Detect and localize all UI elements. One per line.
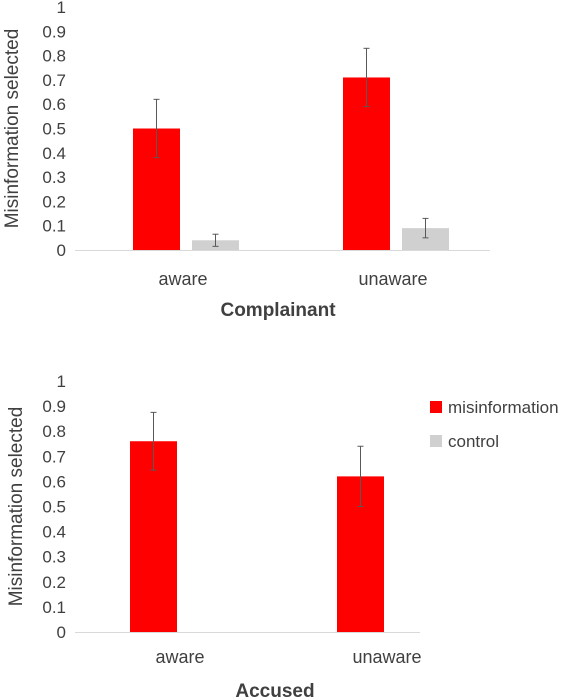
y-tick-label: 0.9 [42, 22, 66, 41]
y-tick-label: 0.3 [42, 168, 66, 187]
y-tick-label: 0.5 [42, 120, 66, 139]
y-tick-label: 0.3 [42, 548, 66, 567]
y-tick-label: 0.8 [42, 47, 66, 66]
x-tick-label-unaware: unaware [358, 269, 427, 289]
bar-control-unaware [402, 228, 449, 250]
legend-label-misinformation: misinformation [448, 398, 559, 417]
y-tick-label: 0.7 [42, 447, 66, 466]
y-tick-label: 0.2 [42, 573, 66, 592]
bar-misinformation-aware [130, 441, 177, 632]
x-tick-label-aware: aware [155, 647, 204, 667]
legend-swatch-misinformation [430, 401, 442, 413]
x-axis-title: Complainant [220, 300, 336, 321]
y-tick-label: 0.1 [42, 598, 66, 617]
y-tick-label: 0.6 [42, 472, 66, 491]
y-tick-label: 0.5 [42, 498, 66, 517]
y-tick-label: 0 [57, 623, 66, 642]
y-tick-label: 0.4 [42, 144, 66, 163]
y-tick-label: 0.1 [42, 217, 66, 236]
x-tick-label-aware: aware [158, 269, 207, 289]
y-tick-label: 0.6 [42, 95, 66, 114]
y-tick-label: 0.8 [42, 422, 66, 441]
chart-complainant: 0 0.1 0.2 0.3 0.4 0.5 0.6 0.7 0.8 0.9 1 aware unawar… [2, 0, 490, 321]
y-tick-label: 0.2 [42, 192, 66, 211]
y-axis-title: Misinformation selected [2, 29, 23, 229]
x-axis-title: Accused [235, 681, 314, 700]
legend-swatch-control [430, 435, 442, 447]
legend-label-control: control [448, 432, 499, 451]
y-axis-title: Misinformation selected [6, 407, 27, 607]
x-tick-label-unaware: unaware [352, 647, 421, 667]
legend: misinformation control [430, 398, 559, 451]
y-tick-label: 0.7 [42, 71, 66, 90]
y-tick-label: 1 [57, 372, 66, 391]
y-tick-label: 1 [57, 0, 66, 17]
y-tick-label: 0.9 [42, 397, 66, 416]
y-tick-label: 0.4 [42, 523, 66, 542]
y-tick-label: 0 [57, 241, 66, 260]
chart-accused: 0 0.1 0.2 0.3 0.4 0.5 0.6 0.7 0.8 0.9 1 aware unawar… [6, 372, 422, 700]
